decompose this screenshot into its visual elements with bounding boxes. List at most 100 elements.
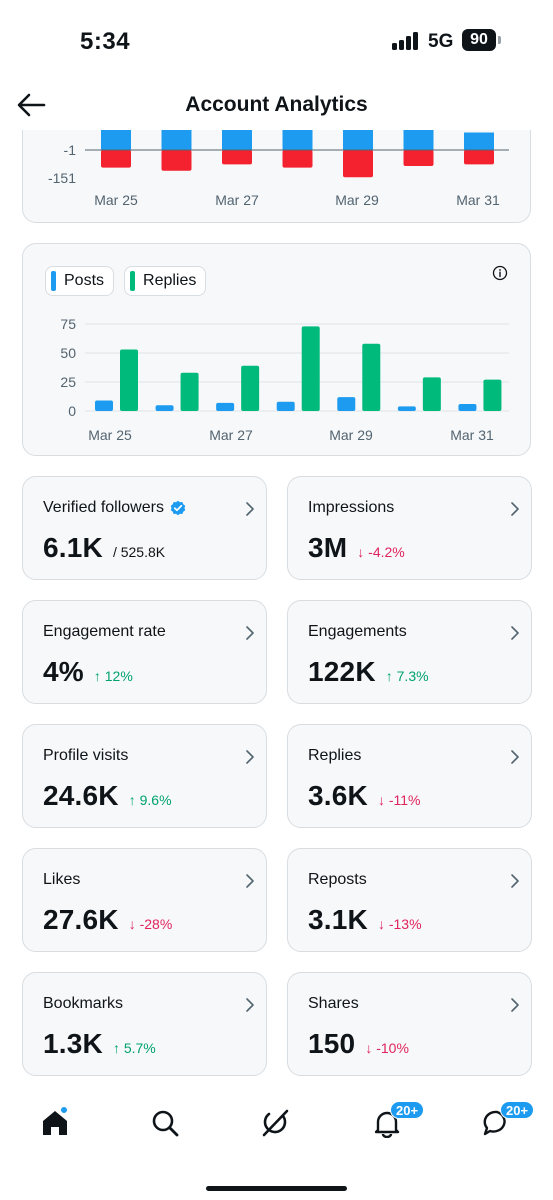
stat-label: Engagement rate <box>43 623 166 641</box>
x-tick-label: Mar 25 <box>94 192 138 208</box>
x-tick-label: Mar 29 <box>329 427 373 443</box>
info-icon[interactable] <box>492 265 508 281</box>
bar-replies[interactable] <box>180 372 199 411</box>
stat-value-row: 3.1K ↓ -13% <box>308 904 422 936</box>
y-tick-label: -151 <box>48 170 76 186</box>
stat-card[interactable]: Shares 150 ↓ -10% <box>287 972 532 1076</box>
stat-label-text: Bookmarks <box>43 995 124 1012</box>
x-tick-label: Mar 25 <box>88 427 132 443</box>
chevron-right-icon <box>246 998 254 1012</box>
home-notification-dot <box>60 1106 68 1114</box>
bar-negative[interactable] <box>464 150 494 165</box>
bar-posts[interactable] <box>397 406 416 411</box>
bar-replies[interactable] <box>483 379 502 411</box>
bar-negative[interactable] <box>343 150 373 178</box>
bar-replies[interactable] <box>120 349 138 411</box>
chevron-right-icon <box>246 502 254 516</box>
bar-replies[interactable] <box>301 326 320 411</box>
stat-value-row: 3.6K ↓ -11% <box>308 780 421 812</box>
y-tick-label: -1 <box>64 142 77 158</box>
stat-label: Verified followers <box>43 499 186 517</box>
stat-card[interactable]: Reposts 3.1K ↓ -13% <box>287 848 532 952</box>
stat-total: / 525.8K <box>112 544 166 560</box>
stat-card[interactable]: Replies 3.6K ↓ -11% <box>287 724 532 828</box>
stat-label-text: Reposts <box>308 871 367 888</box>
stat-change: ↑ 12% <box>93 668 133 684</box>
bar-replies[interactable] <box>362 343 381 411</box>
stat-change: ↓ -11% <box>377 792 421 808</box>
bar-negative[interactable] <box>222 150 252 165</box>
y-tick-label: 50 <box>60 345 76 361</box>
chart-legend: Posts Replies <box>45 266 207 296</box>
x-tick-label: Mar 27 <box>209 427 253 443</box>
stat-label: Engagements <box>308 623 407 641</box>
network-label: 5G <box>428 31 454 52</box>
x-tick-label: Mar 27 <box>215 192 259 208</box>
bar-posts[interactable] <box>95 400 113 411</box>
stat-label-text: Replies <box>308 747 362 764</box>
legend-replies[interactable]: Replies <box>124 266 207 296</box>
bar-posts[interactable] <box>458 404 477 411</box>
chevron-right-icon <box>246 626 254 640</box>
stat-card[interactable]: Verified followers 6.1K / 525.8K <box>22 476 267 580</box>
nav-grok[interactable] <box>260 1108 294 1142</box>
verified-badge-icon <box>170 500 186 516</box>
stat-label: Bookmarks <box>43 995 123 1013</box>
bar-posts[interactable] <box>155 405 174 411</box>
grok-icon <box>262 1109 289 1137</box>
home-icon <box>43 1111 67 1135</box>
legend-posts-swatch <box>51 271 56 291</box>
legend-posts[interactable]: Posts <box>45 266 115 296</box>
chevron-right-icon <box>511 502 519 516</box>
stat-card[interactable]: Bookmarks 1.3K ↑ 5.7% <box>22 972 267 1076</box>
home-indicator <box>206 1186 347 1191</box>
page-title: Account Analytics <box>185 93 368 116</box>
stat-value: 27.6K <box>43 904 119 935</box>
bar-posts[interactable] <box>276 401 295 411</box>
stat-change: ↓ -4.2% <box>357 544 405 560</box>
stat-value-row: 27.6K ↓ -28% <box>43 904 172 936</box>
posts-replies-chart-card: Posts Replies 0 25 50 75 Mar 25 Mar 27 Mar 29 M… <box>22 243 531 456</box>
bar-negative[interactable] <box>161 150 192 171</box>
stat-card[interactable]: Profile visits 24.6K ↑ 9.6% <box>22 724 267 828</box>
chevron-right-icon <box>511 750 519 764</box>
stat-value: 4% <box>43 656 84 687</box>
bar-replies[interactable] <box>422 377 441 411</box>
search-icon <box>152 1110 179 1137</box>
battery-icon: 90 <box>462 29 496 51</box>
messages-icon <box>483 1110 506 1136</box>
stat-value-row: 122K ↑ 7.3% <box>308 656 429 688</box>
stat-card[interactable]: Engagement rate 4% ↑ 12% <box>22 600 267 704</box>
bar-negative[interactable] <box>282 150 313 168</box>
stat-label-text: Engagements <box>308 623 407 640</box>
stat-label: Likes <box>43 871 80 889</box>
bar-replies[interactable] <box>241 365 260 411</box>
nav-search[interactable] <box>150 1108 184 1142</box>
stat-value-row: 6.1K / 525.8K <box>43 532 165 564</box>
stat-card[interactable]: Likes 27.6K ↓ -28% <box>22 848 267 952</box>
stat-label-text: Likes <box>43 871 81 888</box>
stat-card[interactable]: Impressions 3M ↓ -4.2% <box>287 476 532 580</box>
back-arrow-icon[interactable] <box>16 92 46 118</box>
posts-replies-chart: 0 25 50 75 Mar 25 Mar 27 Mar 29 Mar 31 <box>60 316 509 443</box>
nav-notifications[interactable]: 20+ <box>372 1101 425 1142</box>
stat-change: ↓ -28% <box>128 916 173 932</box>
bar-negative[interactable] <box>403 150 434 166</box>
stat-value: 6.1K <box>43 532 103 563</box>
bar-positive[interactable] <box>464 132 494 151</box>
stat-card[interactable]: Engagements 122K ↑ 7.3% <box>287 600 532 704</box>
stat-label: Profile visits <box>43 747 128 765</box>
stat-label-text: Engagement rate <box>43 623 166 640</box>
stat-value-row: 150 ↓ -10% <box>308 1028 409 1060</box>
x-tick-label: Mar 31 <box>456 192 500 208</box>
bar-posts[interactable] <box>337 397 356 411</box>
battery-tip <box>498 36 501 44</box>
stat-label: Impressions <box>308 499 394 517</box>
legend-posts-label: Posts <box>64 272 105 289</box>
nav-home[interactable] <box>40 1106 74 1142</box>
bar-negative[interactable] <box>101 150 131 168</box>
stat-label-text: Impressions <box>308 499 395 516</box>
chevron-right-icon <box>246 750 254 764</box>
nav-messages[interactable]: 20+ <box>482 1101 535 1142</box>
bar-posts[interactable] <box>216 402 235 411</box>
